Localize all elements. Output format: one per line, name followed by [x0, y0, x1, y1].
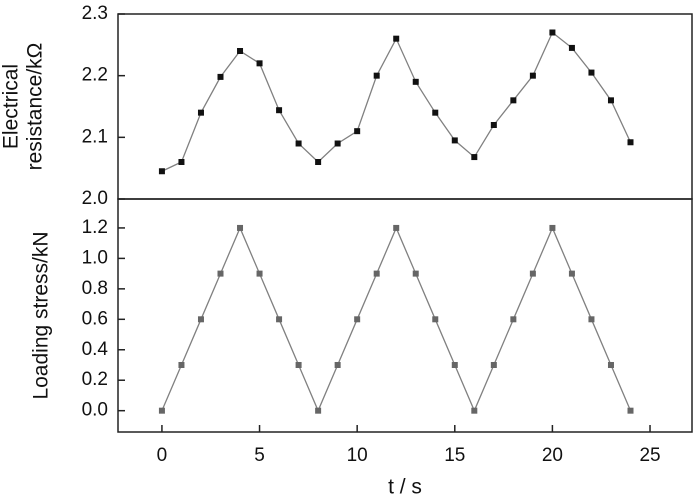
x-tick-label: 0	[157, 445, 168, 466]
data-marker	[510, 316, 517, 323]
data-marker	[158, 407, 165, 414]
data-marker	[217, 73, 224, 80]
data-marker	[276, 107, 283, 114]
data-marker	[158, 168, 165, 175]
data-marker	[354, 316, 361, 323]
x-tick-label: 25	[639, 445, 660, 466]
data-marker	[568, 44, 575, 51]
data-marker	[315, 159, 322, 165]
y-tick-label: 1.2	[82, 217, 108, 238]
y-axis-label: Electrical	[0, 64, 23, 149]
y-tick-label: 2.2	[82, 65, 108, 86]
data-marker	[237, 224, 244, 231]
y-tick-label: 1.0	[82, 247, 108, 268]
data-marker	[529, 270, 536, 277]
x-tick-label: 5	[254, 445, 265, 466]
x-tick-label: 15	[444, 445, 465, 466]
data-marker	[490, 361, 497, 368]
data-marker	[588, 69, 595, 76]
data-marker	[393, 224, 400, 231]
data-marker	[237, 48, 244, 54]
data-marker	[549, 224, 556, 231]
plot-frame	[117, 198, 693, 433]
data-marker	[315, 407, 322, 414]
data-marker	[412, 270, 419, 277]
y-axis-label: resistance/kΩ	[24, 43, 47, 171]
data-marker	[276, 316, 283, 323]
data-marker	[178, 361, 185, 368]
data-marker	[490, 122, 497, 128]
data-marker	[510, 97, 517, 104]
data-marker	[373, 72, 380, 79]
data-marker	[549, 29, 556, 36]
data-marker	[529, 72, 536, 79]
y-tick-label: 2.3	[82, 3, 108, 24]
data-marker	[178, 159, 185, 165]
data-marker	[256, 270, 263, 277]
y-tick-label: 0.4	[82, 339, 109, 360]
data-marker	[334, 140, 341, 147]
y-axis-label: Loading stress/kN	[30, 231, 53, 399]
data-marker	[373, 270, 380, 277]
data-marker	[451, 361, 458, 368]
y-tick-label: 0.2	[82, 369, 108, 390]
x-tick-label: 20	[542, 445, 563, 466]
data-marker	[451, 137, 458, 144]
data-marker	[412, 78, 419, 85]
data-marker	[432, 109, 439, 116]
data-marker	[334, 361, 341, 368]
data-marker	[295, 361, 302, 368]
data-marker	[295, 140, 302, 147]
y-tick-label: 0.0	[82, 400, 108, 421]
data-marker	[607, 97, 614, 104]
data-marker	[217, 270, 224, 277]
data-marker	[471, 154, 478, 161]
data-marker	[432, 316, 439, 323]
data-marker	[588, 316, 595, 323]
data-marker	[393, 35, 400, 42]
x-axis-label: t / s	[388, 476, 422, 499]
y-tick-label: 2.1	[82, 126, 108, 147]
data-marker	[627, 139, 634, 146]
data-marker	[607, 361, 614, 368]
data-marker	[354, 128, 361, 135]
data-marker	[627, 407, 634, 414]
y-tick-label: 0.8	[82, 278, 108, 299]
data-marker	[471, 407, 478, 414]
data-line	[161, 31, 632, 172]
data-marker	[256, 60, 263, 67]
data-marker	[197, 316, 204, 323]
data-marker	[568, 270, 575, 277]
data-marker	[197, 109, 204, 116]
y-tick-label: 2.0	[82, 188, 108, 209]
y-tick-label: 0.6	[82, 308, 108, 329]
x-tick-label: 10	[347, 445, 368, 466]
data-line	[161, 226, 632, 413]
